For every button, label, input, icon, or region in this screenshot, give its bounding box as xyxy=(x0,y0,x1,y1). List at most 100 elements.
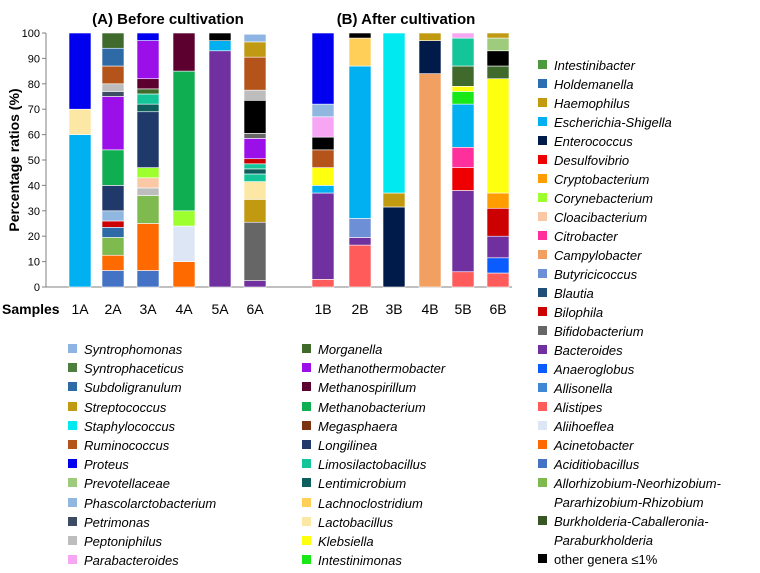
bar-segment-2A-methanothermobacter xyxy=(101,96,125,151)
legend-label: Holdemanella xyxy=(554,77,634,93)
bar-segment-6A-lactobacillus xyxy=(243,181,267,200)
legend-swatch xyxy=(302,459,311,469)
legend-item: Megasphaera xyxy=(302,419,398,433)
bar-segment-5B-alistipes xyxy=(451,271,475,288)
legend-label: Methanospirillum xyxy=(318,380,417,396)
legend-item: Staphylococcus xyxy=(68,419,175,433)
legend-swatch xyxy=(302,420,311,430)
bar-segment-6A-ruminococcus xyxy=(243,56,267,91)
legend-swatch xyxy=(538,421,547,431)
bar-segment-1A-proteus xyxy=(68,32,92,110)
legend-item: Longilinea xyxy=(302,438,377,452)
x-tick-label-2A: 2A xyxy=(104,301,122,317)
legend-swatch xyxy=(538,60,547,70)
legend-label: Streptococcus xyxy=(84,399,167,415)
legend-item: Acinetobacter xyxy=(538,438,634,452)
legend-swatch xyxy=(538,516,547,526)
bar-segment-2A-longilinea xyxy=(101,185,125,212)
bar-segment-6A-methanothermobacter xyxy=(243,138,267,160)
bar-segment-1B-proteus xyxy=(311,32,335,105)
bar-segment-6A-lentimicrobium xyxy=(243,168,267,175)
bar-segment-4A-corynebacterium xyxy=(172,210,196,227)
legend-swatch xyxy=(68,382,77,392)
legend-item: Bilophila xyxy=(538,305,603,319)
bar-segment-2A-ruminococcus xyxy=(101,65,125,85)
legend-label: Alistipes xyxy=(554,400,603,416)
legend-label: Morganella xyxy=(318,342,383,358)
panel-title-before: (A) Before cultivation xyxy=(92,11,244,28)
legend-swatch xyxy=(538,98,547,108)
legend-swatch xyxy=(538,364,547,374)
bar-segment-6A-bilophila xyxy=(243,158,267,165)
y-tick-label: 70 xyxy=(28,104,40,116)
legend-swatch xyxy=(538,269,547,279)
bar-segment-2B-alistipes xyxy=(348,244,372,288)
bar-segment-6B-prevotellaceae xyxy=(486,37,510,52)
bar-segment-2B-lachnoclostridium xyxy=(348,37,372,67)
bar-segment-1B-klebsiella xyxy=(311,167,335,186)
legend-swatch xyxy=(538,288,547,298)
legend-item: Methanospirillum xyxy=(302,380,416,394)
legend-item: Ruminococcus xyxy=(68,438,169,452)
y-tick-label: 10 xyxy=(28,257,40,269)
legend-item: other genera ≤1% xyxy=(538,552,657,566)
legend-item: Cloacibacterium xyxy=(538,210,647,224)
bar-segment-4A-aliihoeflea xyxy=(172,225,196,262)
bar-segment-2A-aciditiobacillus xyxy=(101,270,125,288)
bar-segment-1B-ruminococcus xyxy=(311,149,335,168)
legend-label: Petrimonas xyxy=(84,514,150,530)
bar-segment-2A-morganella xyxy=(101,32,125,49)
bar-segment-1B-alistipes xyxy=(311,279,335,288)
legend-item: Allorhizobium-Neorhizobium- xyxy=(538,476,721,490)
legend-swatch xyxy=(538,136,547,146)
bar-segment-2A-peptoniphilus xyxy=(101,83,125,92)
bar-segment-6A-limosilactobacillus xyxy=(243,173,267,182)
bar-segment-3A-methanospirillum xyxy=(136,78,160,90)
bar-segment-6B-cryptobacterium xyxy=(486,192,510,209)
bar-segment-6A-bacteroides xyxy=(243,280,267,288)
legend-item: Methanobacterium xyxy=(302,400,426,414)
bar-segment-3A-morganella xyxy=(136,88,160,95)
legend-swatch xyxy=(538,402,547,412)
legend-label: Corynebacterium xyxy=(554,191,653,207)
legend-swatch xyxy=(68,459,77,469)
bar-segment-3A-aciditiobacillus xyxy=(136,270,160,288)
legend-swatch xyxy=(538,383,547,393)
legend-swatch xyxy=(302,344,311,354)
bar-segment-5B-desulfovibrio xyxy=(451,167,475,191)
x-tick-label-3A: 3A xyxy=(139,301,157,317)
bar-segment-3B-staphylococcus xyxy=(382,32,406,194)
legend-label: Cryptobacterium xyxy=(554,172,650,188)
legend-label: Lachnoclostridium xyxy=(318,495,423,511)
bar-segment-6B-alistipes xyxy=(486,272,510,288)
legend-item: Lactobacillus xyxy=(302,515,393,529)
bar-segment-3A-proteus xyxy=(136,32,160,41)
legend-label: Megasphaera xyxy=(318,418,398,434)
legend-item: Syntrophaceticus xyxy=(68,361,184,375)
x-tick-label-6B: 6B xyxy=(489,301,506,317)
bar-segment-6B-streptococcus xyxy=(486,32,510,39)
legend-label: Intestinibacter xyxy=(554,58,635,74)
x-tick-label-1B: 1B xyxy=(314,301,331,317)
legend-label: other genera ≤1% xyxy=(554,552,658,568)
bar-segment-3A-peptoniphilus xyxy=(136,187,160,196)
bar-segment-3A-limosilactobacillus xyxy=(136,93,160,105)
legend-item: Aciditiobacillus xyxy=(538,457,639,471)
legend-label: Blautia xyxy=(554,286,594,302)
legend-label-continuation: Pararhizobium-Rhizobium xyxy=(554,495,704,511)
legend-swatch xyxy=(538,174,547,184)
legend-swatch xyxy=(68,555,77,565)
legend-item: Citrobacter xyxy=(538,229,618,243)
legend-swatch xyxy=(538,155,547,165)
bar-segment-5B-parabacteroides xyxy=(451,32,475,39)
bar-segment-1A-escherichia-shigella xyxy=(68,134,92,288)
bar-segment-3A-longilinea xyxy=(136,111,160,168)
bar-segment-6A-limosilactobacillus xyxy=(243,163,267,170)
legend-item: Allisonella xyxy=(538,381,613,395)
bar-segment-5B-bacteroides xyxy=(451,190,475,273)
bar-segment-1B-phascolarctobacterium xyxy=(311,103,335,118)
bar-segment-5B-escherichia-shigella xyxy=(451,103,475,148)
legend-item: Limosilactobacillus xyxy=(302,457,426,471)
legend-swatch xyxy=(538,326,547,336)
